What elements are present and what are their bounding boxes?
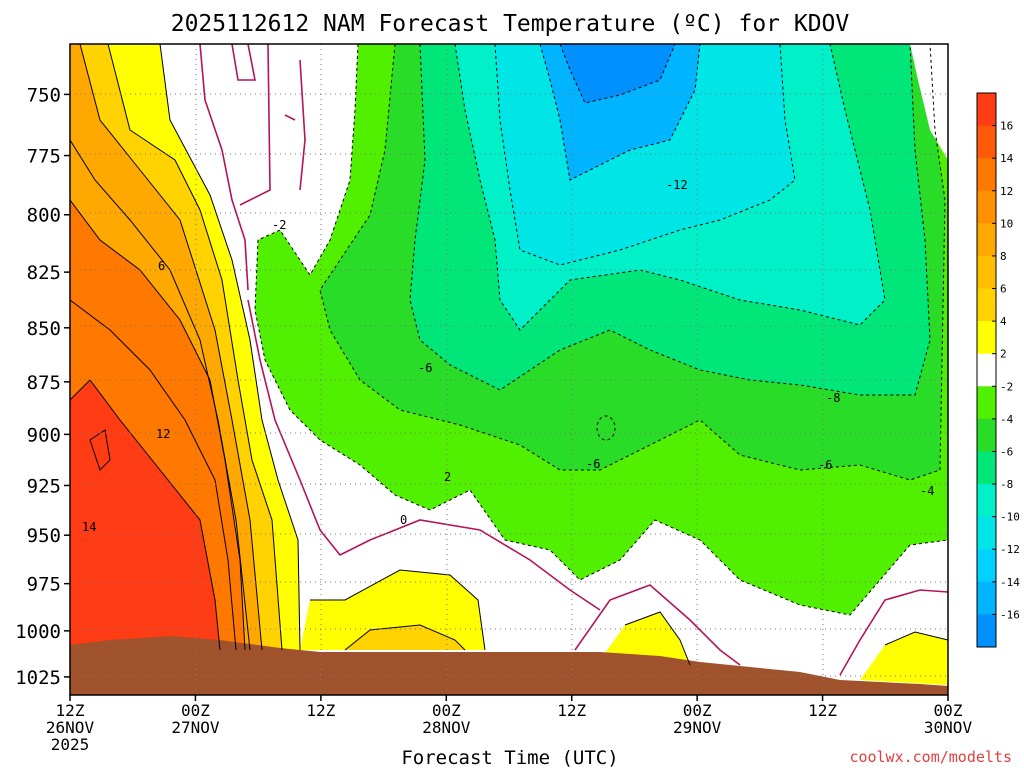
cold-region-blue bbox=[560, 44, 675, 103]
x-tick-date: 28NOV bbox=[422, 718, 471, 737]
x-tick-time: 12Z bbox=[56, 701, 85, 720]
x-tick-year: 2025 bbox=[51, 735, 90, 754]
y-tick-label: 1000 bbox=[15, 621, 61, 643]
colorbar-swatch bbox=[977, 255, 996, 290]
colorbar-swatch bbox=[977, 125, 996, 159]
credit-text: coolwx.com/modelts bbox=[849, 748, 1012, 766]
colorbar-label: 2 bbox=[1000, 348, 1007, 361]
contour-label: -2 bbox=[272, 218, 286, 232]
colorbar-label: -14 bbox=[1000, 576, 1020, 589]
warm-pocket-2 bbox=[600, 612, 690, 665]
colorbar-label: -8 bbox=[1000, 478, 1013, 491]
x-tick-date: 30NOV bbox=[924, 718, 973, 737]
plot-area: -2 6 12 14 -6 2 0 -12 -6 -8 -6 -4 bbox=[70, 44, 948, 695]
contour-label: 6 bbox=[158, 259, 165, 273]
contour-label: -6 bbox=[818, 458, 832, 472]
contour-label: -12 bbox=[666, 178, 688, 192]
contour-label: -8 bbox=[826, 391, 840, 405]
chart-title: 2025112612 NAM Forecast Temperature (ºC)… bbox=[171, 11, 850, 37]
colorbar-swatch bbox=[977, 581, 996, 615]
colorbar-label: 14 bbox=[1000, 152, 1014, 165]
warm-pocket-1 bbox=[300, 570, 485, 650]
colorbar-swatch bbox=[977, 549, 996, 583]
x-tick-time: 12Z bbox=[808, 701, 837, 720]
x-tick-time: 12Z bbox=[557, 701, 586, 720]
colorbar-swatch bbox=[977, 451, 996, 485]
colorbar-label: 12 bbox=[1000, 185, 1013, 198]
terrain bbox=[70, 636, 948, 695]
y-tick-label: 975 bbox=[27, 574, 61, 596]
colorbar-swatch bbox=[977, 190, 996, 224]
colorbar-swatch bbox=[977, 418, 996, 452]
contour-label: 14 bbox=[82, 520, 96, 534]
colorbar-label: -10 bbox=[1000, 511, 1020, 524]
colorbar-frame bbox=[976, 92, 997, 648]
contour-label: -6 bbox=[418, 361, 432, 375]
colorbar-label: 4 bbox=[1000, 315, 1007, 328]
colorbar: 16 14 12 10 8 6 4 2 -2 -4 -6 -8 -10 -12 -14 -16 bbox=[976, 92, 1020, 648]
colorbar-swatch bbox=[977, 516, 996, 550]
y-tick-label: 825 bbox=[27, 262, 61, 284]
colorbar-label: -2 bbox=[1000, 380, 1013, 393]
warm-pocket-1-inner bbox=[345, 625, 465, 650]
y-tick-label: 950 bbox=[27, 525, 61, 547]
colorbar-label: -12 bbox=[1000, 543, 1020, 556]
colorbar-label: -4 bbox=[1000, 413, 1014, 426]
y-tick-label: 1025 bbox=[15, 667, 61, 689]
cold-isotherms bbox=[254, 44, 948, 616]
y-tick-label: 875 bbox=[27, 372, 61, 394]
y-axis: 750 775 800 825 850 875 900 925 950 975 1000 1025 bbox=[15, 84, 70, 689]
x-tick-time: 00Z bbox=[432, 701, 461, 720]
colorbar-label: 6 bbox=[1000, 283, 1007, 296]
x-tick-time: 00Z bbox=[934, 701, 963, 720]
warm-isotherms bbox=[70, 44, 948, 666]
colorbar-label: 8 bbox=[1000, 250, 1007, 263]
grid bbox=[70, 44, 948, 695]
colorbar-label: 16 bbox=[1000, 120, 1013, 133]
contour-label: 2 bbox=[444, 470, 451, 484]
contour-label: -4 bbox=[920, 484, 934, 498]
cold-edge-white bbox=[910, 44, 948, 160]
x-tick-time: 12Z bbox=[306, 701, 335, 720]
contour-label: 12 bbox=[156, 427, 170, 441]
colorbar-swatch bbox=[977, 386, 996, 420]
colorbar-label: -16 bbox=[1000, 608, 1020, 621]
colorbar-swatch bbox=[977, 223, 996, 257]
y-tick-label: 900 bbox=[27, 424, 61, 446]
x-tick-time: 00Z bbox=[181, 701, 210, 720]
colorbar-swatch bbox=[977, 288, 996, 322]
y-tick-label: 750 bbox=[27, 84, 61, 106]
colorbar-swatch bbox=[977, 484, 996, 518]
y-tick-label: 850 bbox=[27, 318, 61, 340]
contour-label: 0 bbox=[400, 513, 407, 527]
x-axis-title: Forecast Time (UTC) bbox=[401, 747, 618, 768]
y-tick-label: 800 bbox=[27, 205, 61, 227]
x-tick-time: 00Z bbox=[683, 701, 712, 720]
plot-frame bbox=[69, 43, 949, 696]
warm-pocket-3 bbox=[860, 632, 948, 685]
colorbar-swatch bbox=[977, 321, 996, 355]
x-tick-date: 26NOV bbox=[46, 718, 95, 737]
colorbar-label: -6 bbox=[1000, 445, 1013, 458]
colorbar-swatch bbox=[977, 93, 996, 127]
contour-label: -6 bbox=[586, 457, 600, 471]
y-tick-label: 925 bbox=[27, 475, 61, 497]
colorbar-swatch bbox=[977, 614, 996, 648]
zero-contours bbox=[199, 44, 948, 676]
colorbar-label: 10 bbox=[1000, 217, 1013, 230]
contour-labels: -2 6 12 14 -6 2 0 -12 -6 -8 -6 -4 bbox=[82, 178, 934, 534]
x-tick-date: 29NOV bbox=[673, 718, 722, 737]
x-tick-date: 27NOV bbox=[171, 718, 220, 737]
y-tick-label: 775 bbox=[27, 146, 61, 168]
colorbar-swatch bbox=[977, 158, 996, 192]
colorbar-swatch bbox=[977, 353, 996, 387]
